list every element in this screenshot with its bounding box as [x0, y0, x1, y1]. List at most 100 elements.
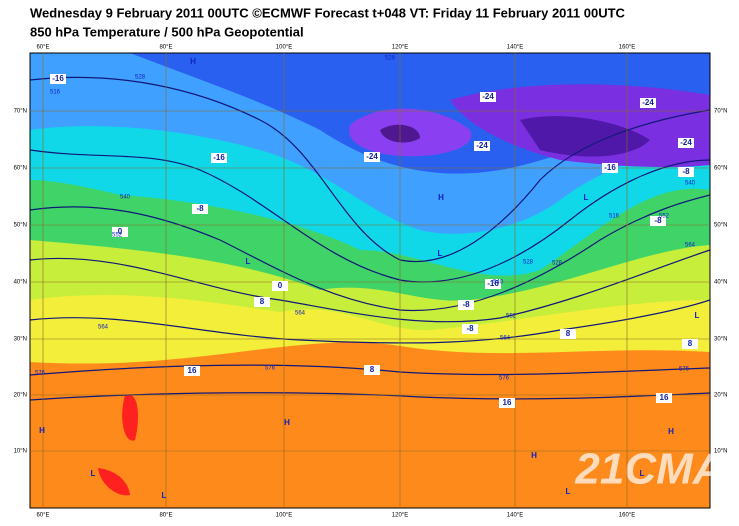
longitude-label: 120°E [392, 45, 408, 51]
latitude-label: 70°N [14, 109, 27, 115]
geopotential-label: 576 [679, 367, 690, 373]
latitude-label: 30°N [14, 337, 27, 343]
longitude-label: 140°E [507, 513, 523, 519]
pressure-center: H [668, 427, 674, 436]
temperature-label-box [678, 167, 694, 177]
temperature-label: 0 [278, 281, 283, 290]
temperature-label: -24 [642, 98, 654, 107]
longitude-label: 100°E [276, 45, 292, 51]
longitude-label: 60°E [36, 513, 49, 519]
temperature-label: 8 [260, 297, 265, 306]
title: Wednesday 9 February 2011 00UTC ©ECMWF F… [30, 5, 626, 20]
geopotential-label: 528 [552, 261, 563, 267]
temperature-label: 8 [370, 365, 375, 374]
watermark: 21CMA [574, 445, 724, 494]
subtitle: 850 hPa Temperature / 500 hPa Geopotenti… [30, 24, 304, 39]
temperature-label-box [480, 92, 496, 102]
pressure-center: L [695, 311, 700, 320]
temperature-label-box [272, 281, 288, 291]
latitude-label: 40°N [714, 280, 727, 286]
geopotential-label: 552 [506, 314, 517, 320]
geopotential-label: 528 [135, 75, 146, 81]
temperature-label-box [254, 297, 270, 307]
temperature-label-box [364, 152, 380, 162]
temperature-label: 8 [688, 339, 693, 348]
temperature-label-box [485, 279, 501, 289]
longitude-label: 160°E [619, 45, 635, 51]
pressure-center: L [640, 469, 645, 478]
temperature-label: -24 [476, 141, 488, 150]
temperature-label: -24 [366, 152, 378, 161]
temperature-label: -16 [604, 163, 616, 172]
latitude-label: 20°N [714, 393, 727, 399]
pressure-center: H [438, 193, 444, 202]
temperature-label-box [650, 216, 666, 226]
pressure-center: L [584, 193, 589, 202]
temperature-label: -8 [654, 216, 662, 225]
geopotential-label: 564 [98, 325, 109, 331]
geopotential-label: 564 [500, 336, 511, 342]
pressure-center: H [531, 451, 537, 460]
temperature-label: -8 [682, 167, 690, 176]
latitude-label: 60°N [714, 166, 727, 172]
temperature-label-box [499, 398, 515, 408]
temperature-label: -24 [482, 92, 494, 101]
pressure-center: H [39, 426, 45, 435]
temperature-label-box [678, 138, 694, 148]
temperature-label-box [560, 329, 576, 339]
temperature-label: 16 [188, 366, 197, 375]
temperature-label: -8 [196, 204, 204, 213]
geopotential-label: 516 [50, 90, 61, 96]
geopotential-label: 540 [120, 195, 131, 201]
latitude-label: 40°N [14, 280, 27, 286]
pressure-center: L [162, 491, 167, 500]
geopotential-label: 564 [685, 243, 696, 249]
latitude-label: 60°N [14, 166, 27, 172]
longitude-label: 120°E [392, 513, 408, 519]
latitude-label: 10°N [714, 449, 727, 455]
geopotential-contours [30, 76, 710, 401]
latitude-label: 10°N [14, 449, 27, 455]
temperature-label-box [474, 141, 490, 151]
temperature-field [30, 53, 710, 508]
geopotential-label: 552 [659, 214, 670, 220]
temperature-label-box [364, 365, 380, 375]
geopotential-label: 576 [35, 371, 46, 377]
temperature-label-box [656, 393, 672, 403]
temperature-label-box [184, 366, 200, 376]
temperature-label-box [640, 98, 656, 108]
longitude-label: 140°E [507, 45, 523, 51]
longitude-label: 160°E [619, 513, 635, 519]
geopotential-label: 528 [385, 56, 396, 62]
longitude-label: 60°E [36, 45, 49, 51]
temperature-label: -8 [462, 300, 470, 309]
temperature-label-box [211, 153, 227, 163]
pressure-center: H [190, 57, 196, 66]
pressure-center: L [91, 469, 96, 478]
geopotential-label: 552 [112, 233, 123, 239]
longitude-label: 80°E [159, 513, 172, 519]
pressure-center: L [566, 487, 571, 496]
pressure-center: H [284, 418, 290, 427]
geopotential-label: 516 [609, 214, 620, 220]
geopotential-label: 564 [295, 311, 306, 317]
latitude-label: 70°N [714, 109, 727, 115]
temperature-label-box [192, 204, 208, 214]
geopotential-label: 528 [523, 260, 534, 266]
latitude-label: 20°N [14, 393, 27, 399]
pressure-center: L [438, 249, 443, 258]
temperature-label: -16 [52, 74, 64, 83]
temperature-label-box [112, 227, 128, 237]
temperature-label: 16 [503, 398, 512, 407]
longitude-label: 80°E [159, 45, 172, 51]
temperature-label: 8 [566, 329, 571, 338]
temperature-label: 0 [118, 227, 123, 236]
geopotential-label: 540 [685, 181, 696, 187]
longitude-label: 100°E [276, 513, 292, 519]
temperature-label-box [682, 339, 698, 349]
geopotential-label: 576 [265, 366, 276, 372]
map-frame [29, 52, 711, 509]
temperature-label: -8 [466, 324, 474, 333]
